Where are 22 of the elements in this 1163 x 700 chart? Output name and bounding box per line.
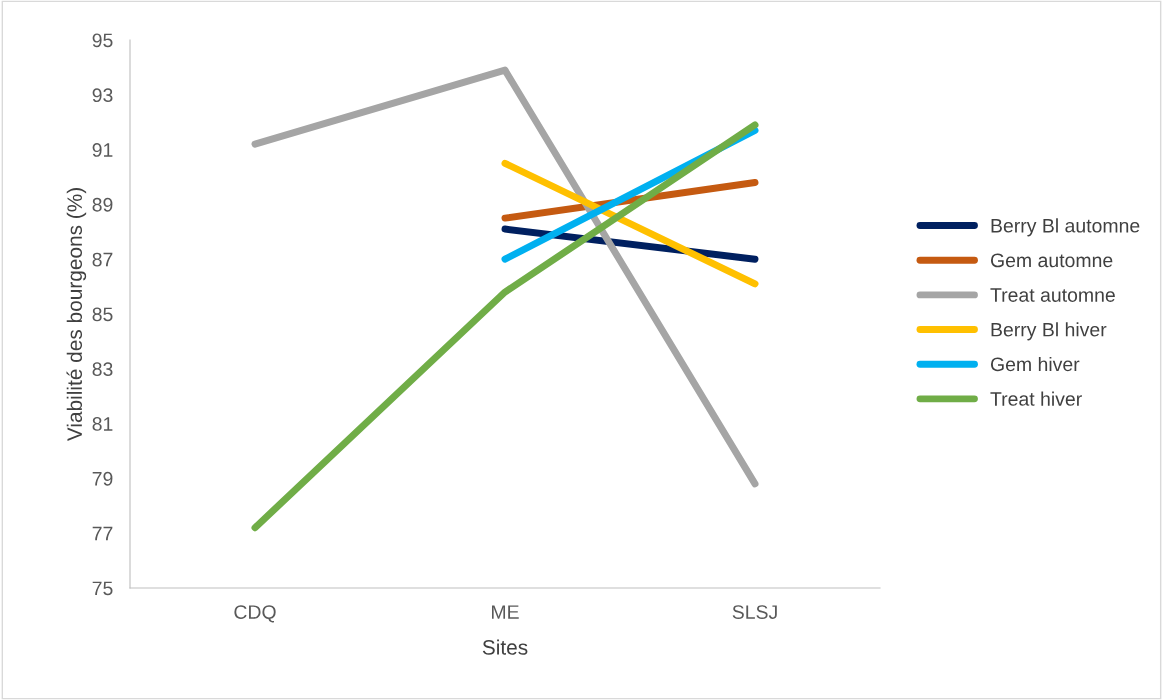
y-tick-label: 87 [92,252,113,267]
y-tick-label: 83 [92,362,113,377]
y-tick-label: 75 [92,581,113,596]
legend-label: Treat hiver [990,391,1082,406]
y-tick-label: 89 [92,197,113,212]
x-axis-title: Sites [482,639,528,655]
y-tick-label: 95 [92,33,113,48]
legend-label: Berry Bl automne [991,218,1140,237]
legend-label: Berry Bl hiver [991,322,1107,341]
legend-label: Gem hiver [990,356,1080,372]
y-tick-label: 77 [92,526,113,541]
y-tick-label: 79 [92,471,113,486]
y-axis-title: Viabilité des bourgeons (%) [66,188,87,442]
y-tick-label: 81 [92,417,113,431]
x-tick-label: CDQ [234,605,276,623]
y-tick-label: 85 [92,307,113,322]
y-tick-label: 93 [92,88,113,103]
legend-label: Treat automne [990,288,1115,302]
x-tick-label: ME [492,605,519,619]
x-tick-label: SLSJ [732,605,777,619]
legend-label: Gem automne [990,253,1113,268]
y-tick-label: 91 [92,143,113,157]
